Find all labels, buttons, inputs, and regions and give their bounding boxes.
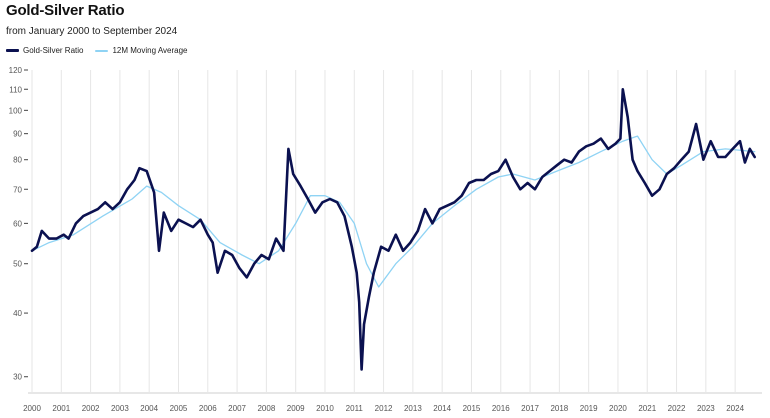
y-tick-label-120: 120 bbox=[9, 66, 23, 75]
x-tick-label-2011: 2011 bbox=[346, 404, 364, 413]
y-tick-label-60: 60 bbox=[13, 219, 22, 228]
x-tick-label-2021: 2021 bbox=[638, 404, 656, 413]
x-tick-label-2004: 2004 bbox=[140, 404, 158, 413]
legend-label-moving-average: 12M Moving Average bbox=[112, 46, 188, 55]
x-tick-label-2015: 2015 bbox=[463, 404, 481, 413]
y-tick-label-50: 50 bbox=[13, 260, 22, 269]
x-tick-label-2008: 2008 bbox=[257, 404, 275, 413]
y-tick-label-110: 110 bbox=[9, 85, 22, 94]
x-tick-label-2002: 2002 bbox=[82, 404, 100, 413]
series-line-moving-average bbox=[31, 135, 756, 288]
y-tick-label-100: 100 bbox=[9, 106, 23, 115]
x-tick-label-2012: 2012 bbox=[375, 404, 393, 413]
y-tick-label-70: 70 bbox=[13, 185, 22, 194]
x-tick-label-2017: 2017 bbox=[521, 404, 539, 413]
x-tick-label-2010: 2010 bbox=[316, 404, 334, 413]
legend-item-ratio: Gold-Silver Ratio bbox=[6, 46, 83, 55]
x-tick-label-2005: 2005 bbox=[170, 404, 188, 413]
y-tick-label-40: 40 bbox=[13, 309, 22, 318]
x-tick-label-2003: 2003 bbox=[111, 404, 129, 413]
legend-item-moving-average: 12M Moving Average bbox=[95, 46, 187, 55]
legend-label-ratio: Gold-Silver Ratio bbox=[23, 46, 84, 55]
chart-subtitle: from January 2000 to September 2024 bbox=[6, 26, 178, 37]
y-tick-label-30: 30 bbox=[13, 373, 22, 382]
legend-swatch-moving-average bbox=[95, 49, 109, 52]
x-tick-label-2013: 2013 bbox=[404, 404, 422, 413]
legend: Gold-Silver Ratio 12M Moving Average bbox=[6, 46, 199, 55]
x-tick-label-2009: 2009 bbox=[287, 404, 305, 413]
x-tick-label-2001: 2001 bbox=[52, 404, 70, 413]
series-line-gold-silver-ratio bbox=[30, 88, 756, 371]
x-tick-label-2006: 2006 bbox=[199, 404, 217, 413]
chart-title: Gold-Silver Ratio bbox=[6, 2, 125, 19]
y-tick-label-90: 90 bbox=[13, 130, 22, 139]
x-tick-label-2007: 2007 bbox=[228, 404, 246, 413]
x-tick-label-2019: 2019 bbox=[580, 404, 598, 413]
x-tick-label-2018: 2018 bbox=[550, 404, 568, 413]
x-tick-label-2022: 2022 bbox=[668, 404, 686, 413]
legend-swatch-ratio bbox=[6, 49, 19, 52]
x-tick-label-2016: 2016 bbox=[492, 404, 510, 413]
x-tick-label-2014: 2014 bbox=[433, 404, 451, 413]
y-tick-label-80: 80 bbox=[13, 156, 22, 165]
x-tick-label-2000: 2000 bbox=[23, 404, 41, 413]
x-tick-label-2024: 2024 bbox=[726, 404, 744, 413]
x-tick-label-2023: 2023 bbox=[697, 404, 715, 413]
x-tick-label-2020: 2020 bbox=[609, 404, 627, 413]
